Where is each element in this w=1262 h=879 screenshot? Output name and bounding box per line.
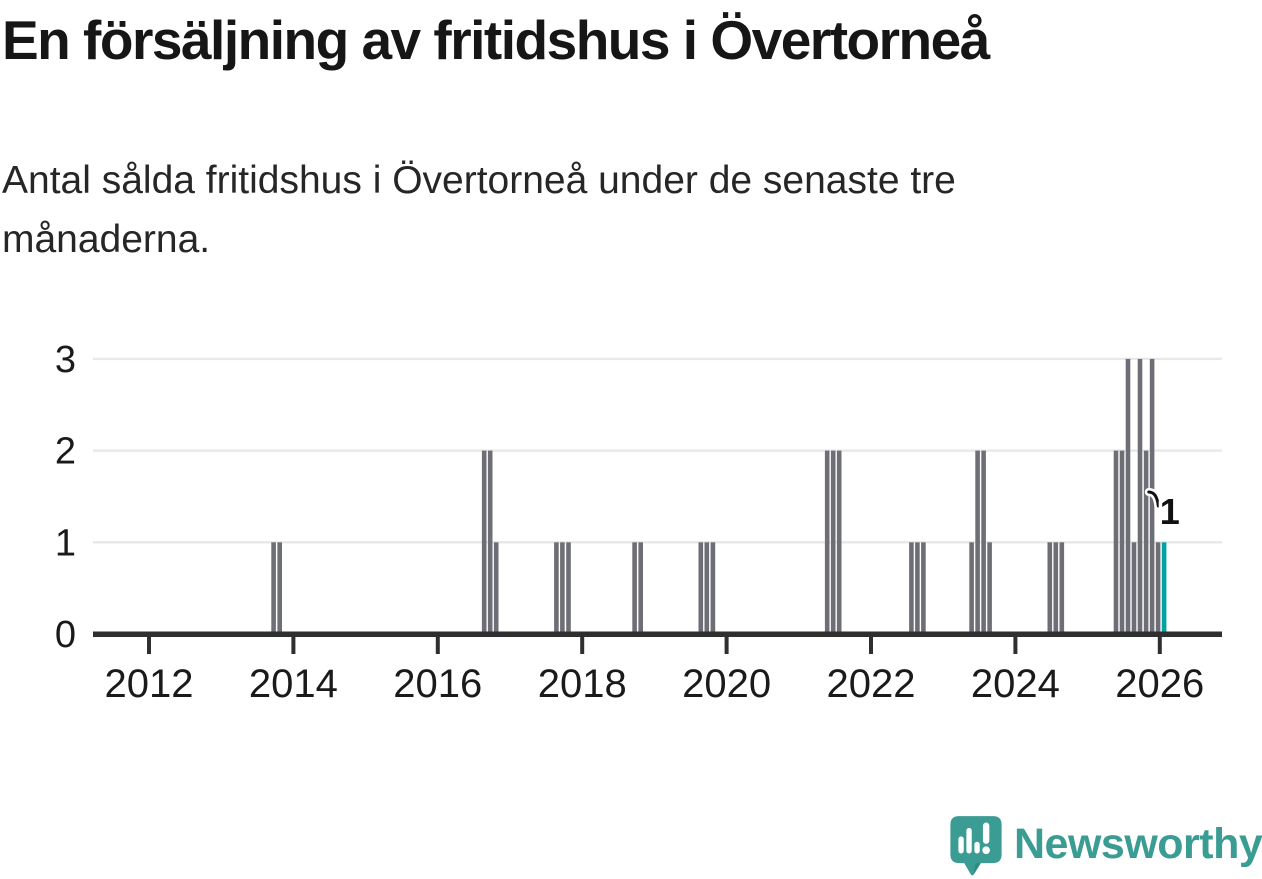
bar-2024-06 bbox=[1047, 542, 1053, 634]
bar-2019-09 bbox=[704, 542, 710, 634]
x-axis-label-2016: 2016 bbox=[393, 662, 482, 706]
x-axis-label-2012: 2012 bbox=[105, 662, 194, 706]
logo-bubble-tail-shade bbox=[973, 863, 981, 875]
x-axis-line bbox=[93, 631, 1222, 637]
bar-2018-09 bbox=[632, 542, 637, 634]
bar-2022-09 bbox=[921, 542, 926, 634]
bar-2017-10 bbox=[566, 542, 571, 634]
bar-2024-07 bbox=[1053, 542, 1059, 634]
bar-2023-07 bbox=[981, 450, 986, 634]
y-axis-label-2: 2 bbox=[55, 431, 76, 473]
x-tick-2016 bbox=[435, 637, 440, 654]
logo-bar-3 bbox=[974, 841, 980, 854]
newsworthy-logo-icon bbox=[950, 816, 1002, 876]
bar-2025-06 bbox=[1119, 450, 1125, 634]
x-tick-2022 bbox=[869, 637, 873, 654]
gridline-y1 bbox=[93, 541, 1222, 544]
bar-2016-09 bbox=[487, 450, 493, 634]
bar-2013-09 bbox=[271, 542, 276, 634]
bar-2025-12 bbox=[1155, 542, 1161, 634]
x-tick-2014 bbox=[291, 637, 296, 654]
x-tick-2018 bbox=[580, 637, 585, 654]
chart-title: En försäljning av fritidshus i Övertorne… bbox=[2, 9, 990, 71]
bar-2023-08 bbox=[987, 542, 992, 634]
bar-2023-06 bbox=[975, 450, 980, 634]
bar-2019-10 bbox=[710, 542, 716, 634]
bar-2018-10 bbox=[638, 542, 643, 634]
x-tick-2020 bbox=[724, 637, 729, 654]
x-axis-label-2026: 2026 bbox=[1115, 662, 1204, 706]
x-axis-label-2022: 2022 bbox=[827, 662, 916, 706]
bar-2021-07 bbox=[836, 450, 842, 634]
bar-2025-05 bbox=[1113, 450, 1119, 634]
logo-exclamation-dot bbox=[982, 846, 990, 855]
chart-subtitle: Antal sålda fritidshus i Övertorneå unde… bbox=[2, 159, 956, 261]
bar-2025-09 bbox=[1137, 358, 1143, 634]
bar-2016-08 bbox=[481, 450, 487, 634]
gridline-y3 bbox=[93, 357, 1222, 361]
x-axis-label-2014: 2014 bbox=[249, 662, 338, 706]
bar-2023-05 bbox=[969, 542, 974, 634]
x-axis-label-2018: 2018 bbox=[538, 662, 627, 706]
x-tick-2024 bbox=[1013, 637, 1018, 654]
bar-2022-07 bbox=[909, 542, 914, 634]
gridline-y2 bbox=[93, 449, 1222, 452]
y-axis-label-0: 0 bbox=[55, 614, 76, 656]
x-axis-label-2020: 2020 bbox=[682, 662, 771, 706]
bar-2013-10 bbox=[277, 542, 282, 634]
bar-2019-08 bbox=[698, 542, 704, 634]
logo-bar-2 bbox=[966, 827, 972, 854]
bar-2025-07 bbox=[1125, 358, 1131, 634]
bar-2022-08 bbox=[915, 542, 920, 634]
annotation-value-label: 1 bbox=[1160, 491, 1180, 532]
bar-2025-08 bbox=[1131, 542, 1137, 634]
y-axis-label-3: 3 bbox=[55, 339, 76, 381]
newsworthy-logo: Newsworthy bbox=[948, 814, 1262, 879]
bar-2025-10 bbox=[1143, 450, 1149, 634]
bar-2024-08 bbox=[1059, 542, 1065, 634]
newsworthy-logo-text: Newsworthy bbox=[1014, 820, 1262, 868]
sales-bar-chart: 0 1 2 3 2012 2014 2016 2018 2020 2022 2024 2026 1 bbox=[55, 339, 1222, 706]
bar-2026-01 bbox=[1161, 542, 1167, 634]
x-axis-label-2024: 2024 bbox=[971, 662, 1060, 706]
annotation-leader-line bbox=[1147, 490, 1160, 508]
bar-2021-05 bbox=[824, 450, 830, 634]
logo-exclamation-stem bbox=[982, 822, 990, 844]
bar-2021-06 bbox=[830, 450, 836, 634]
logo-bar-1 bbox=[958, 836, 964, 854]
x-tick-2026 bbox=[1157, 637, 1162, 654]
y-axis-label-1: 1 bbox=[55, 522, 76, 564]
bar-2017-09 bbox=[560, 542, 565, 634]
bar-2017-08 bbox=[554, 542, 559, 634]
x-tick-2012 bbox=[147, 637, 151, 654]
bar-2016-10 bbox=[493, 542, 499, 634]
